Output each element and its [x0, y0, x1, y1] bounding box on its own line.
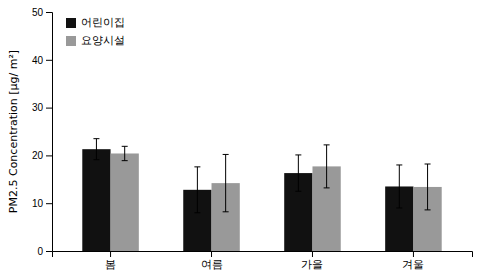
error-line [122, 160, 128, 161]
y-tick-label: 0 [37, 246, 43, 257]
bar [111, 153, 139, 251]
error-line [425, 209, 431, 210]
error-line [324, 144, 330, 145]
plot: 봄 여름 가을 겨울 0 10 20 30 40 50 어린이집요양시설 [32, 7, 473, 270]
y-tick-label: 30 [32, 102, 44, 113]
marks [82, 139, 441, 251]
error-line [96, 139, 97, 160]
x-tick-label: 여름 [201, 258, 223, 270]
y-tick-line [46, 155, 52, 156]
x-tick: 가을 [301, 251, 323, 270]
y-axis-line [46, 13, 53, 252]
error-line [396, 164, 402, 165]
x-tick-line [110, 251, 111, 257]
x-tick-label: 가을 [301, 258, 323, 270]
error-line [194, 212, 200, 213]
error-line [124, 146, 125, 160]
error-line [324, 187, 330, 188]
y-tick: 10 [32, 198, 52, 209]
error-line [427, 164, 428, 210]
error-line [93, 138, 99, 139]
legend: 어린이집요양시설 [66, 16, 125, 47]
error-bar [324, 145, 330, 188]
error-line [194, 166, 200, 167]
error-line [399, 165, 400, 208]
x-tick-line [211, 251, 212, 257]
error-line [197, 167, 198, 213]
error-line [298, 155, 299, 191]
y-axis-label: PM2.5 Concentration [μg/ m²] [7, 50, 20, 213]
error-bar [396, 165, 402, 208]
legend-item: 어린이집 [66, 16, 125, 29]
x-axis-line [53, 252, 473, 258]
y-tick-line [46, 60, 52, 61]
legend-label: 어린이집 [81, 16, 125, 29]
y-tick-line [46, 251, 52, 252]
error-bar [425, 164, 431, 210]
x-tick: 여름 [201, 251, 223, 270]
error-line [295, 191, 301, 192]
series [111, 145, 442, 251]
x-tick-label: 봄 [105, 258, 116, 270]
y-tick: 20 [32, 150, 52, 161]
x-tick: 봄 [105, 251, 116, 270]
y-tick-line [46, 108, 52, 109]
series [82, 139, 413, 251]
error-bar [93, 139, 99, 160]
y-tick: 30 [32, 102, 52, 113]
x-tick: 겨울 [402, 251, 424, 270]
error-bar [194, 167, 200, 213]
error-line [295, 154, 301, 155]
error-line [326, 145, 327, 188]
y-tick-line [46, 12, 52, 13]
error-bar [295, 155, 301, 191]
error-bar [122, 146, 128, 160]
y-tick-label: 10 [32, 198, 44, 209]
error-line [93, 159, 99, 160]
bar [82, 149, 110, 251]
y-tick-label: 20 [32, 150, 44, 161]
x-tick-label: 겨울 [402, 258, 424, 270]
error-line [122, 146, 128, 147]
y-tick-label: 50 [32, 7, 44, 18]
error-line [223, 211, 229, 212]
legend-label: 요양시설 [81, 34, 125, 47]
y-tick-label: 40 [32, 55, 44, 66]
legend-item: 요양시설 [66, 34, 125, 47]
error-line [425, 164, 431, 165]
x-tick-line [312, 251, 313, 257]
x-axis: 봄 여름 가을 겨울 [53, 251, 473, 270]
y-tick: 50 [32, 7, 52, 18]
y-tick-line [46, 203, 52, 204]
y-tick: 0 [37, 246, 52, 257]
error-line [223, 154, 229, 155]
chart: 봄 여름 가을 겨울 0 10 20 30 40 50 어린이집요양시설 PM2.5 Concentr… [0, 0, 484, 279]
y-tick: 40 [32, 55, 52, 66]
error-line [396, 207, 402, 208]
legend-swatch [66, 18, 76, 28]
legend-swatch [66, 36, 76, 46]
error-line [225, 154, 226, 211]
error-bar [223, 154, 229, 211]
y-axis: 0 10 20 30 40 50 [32, 7, 53, 257]
x-tick-line [413, 251, 414, 257]
